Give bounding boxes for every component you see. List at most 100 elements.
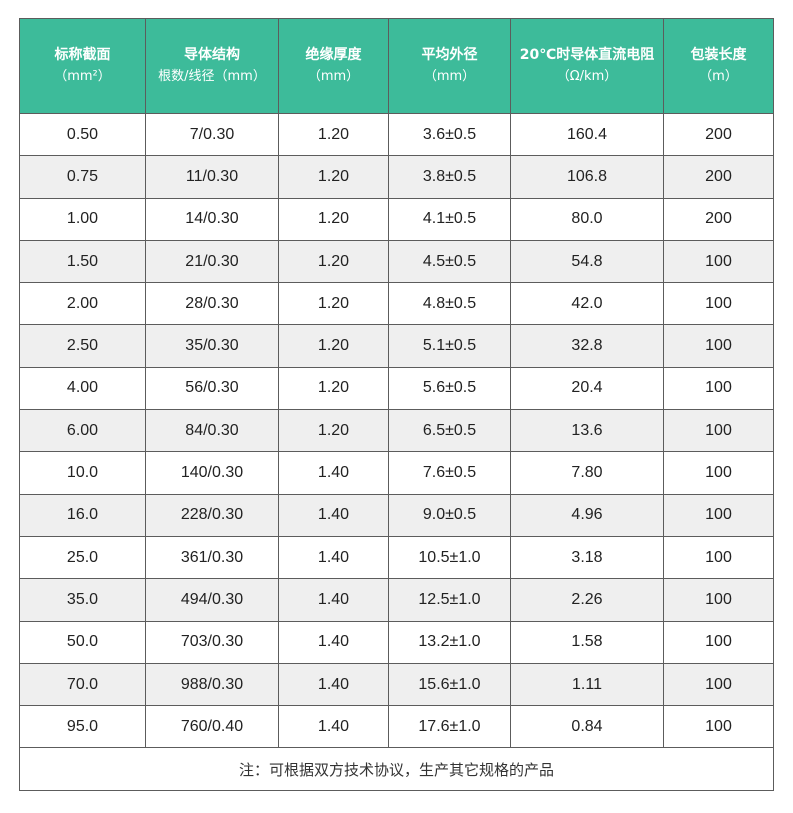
dc-resistance-cell: 13.6 [510,409,664,453]
nominal-section-cell: 6.00 [19,409,146,453]
insulation-thickness-cell: 1.20 [278,324,389,368]
package-length-cell: 100 [663,662,774,707]
nominal-section-cell: 10.0 [19,451,146,495]
dc-resistance-cell: 32.8 [510,324,664,368]
average-diameter-cell: 4.8±0.5 [388,282,511,326]
header-insulation-thickness: 绝缘厚度 （mm） [278,18,389,114]
conductor-structure-cell: 988/0.30 [145,662,279,707]
header-row: 标称截面 （mm²） 导体结构 根数/线径（mm） 绝缘厚度 （mm） 平均外径 （mm… [19,18,774,114]
average-diameter-cell: 3.8±0.5 [388,155,511,199]
average-diameter-cell: 5.1±0.5 [388,324,511,368]
header-label: 平均外径 [421,47,478,63]
package-length-cell: 100 [663,493,774,537]
conductor-structure-cell: 11/0.30 [145,155,279,199]
average-diameter-cell: 5.6±0.5 [388,366,511,411]
conductor-structure-cell: 14/0.30 [145,197,279,241]
conductor-structure-cell: 35/0.30 [145,324,279,368]
header-unit: （Ω/km） [556,69,618,84]
insulation-thickness-cell: 1.40 [278,451,389,495]
dc-resistance-cell: 1.11 [510,662,664,707]
dc-resistance-cell: 3.18 [510,535,664,580]
package-length-cell: 100 [663,620,774,664]
insulation-thickness-cell: 1.40 [278,620,389,664]
package-length-cell: 200 [663,197,774,241]
nominal-section-cell: 70.0 [19,662,146,707]
insulation-thickness-cell: 1.20 [278,197,389,241]
nominal-section-cell: 0.50 [19,112,146,157]
header-label: 包装长度 [690,47,747,63]
average-diameter-cell: 4.5±0.5 [388,239,511,284]
package-length-cell: 200 [663,112,774,157]
conductor-structure-cell: 28/0.30 [145,282,279,326]
insulation-thickness-cell: 1.20 [278,282,389,326]
header-unit: （m） [699,69,738,84]
conductor-structure-cell: 21/0.30 [145,239,279,284]
conductor-structure-cell: 228/0.30 [145,493,279,537]
header-unit: （mm） [423,69,476,84]
note-row: 注：可根据双方技术协议，生产其它规格的产品 [19,747,774,792]
conductor-structure-cell: 84/0.30 [145,409,279,453]
table-row: 16.0 228/0.30 1.40 9.0±0.5 4.96 100 [19,493,774,537]
package-length-cell: 100 [663,578,774,622]
average-diameter-cell: 4.1±0.5 [388,197,511,241]
nominal-section-cell: 4.00 [19,366,146,411]
table-row: 0.50 7/0.30 1.20 3.6±0.5 160.4 200 [19,112,774,157]
package-length-cell: 100 [663,239,774,284]
nominal-section-cell: 2.00 [19,282,146,326]
table-row: 6.00 84/0.30 1.20 6.5±0.5 13.6 100 [19,409,774,453]
insulation-thickness-cell: 1.40 [278,705,389,749]
package-length-cell: 100 [663,324,774,368]
nominal-section-cell: 1.00 [19,197,146,241]
table-row: 4.00 56/0.30 1.20 5.6±0.5 20.4 100 [19,366,774,411]
conductor-structure-cell: 7/0.30 [145,112,279,157]
average-diameter-cell: 17.6±1.0 [388,705,511,749]
average-diameter-cell: 12.5±1.0 [388,578,511,622]
header-unit: （mm²） [54,69,111,84]
dc-resistance-cell: 54.8 [510,239,664,284]
nominal-section-cell: 35.0 [19,578,146,622]
nominal-section-cell: 95.0 [19,705,146,749]
package-length-cell: 100 [663,409,774,453]
table-row: 35.0 494/0.30 1.40 12.5±1.0 2.26 100 [19,578,774,622]
insulation-thickness-cell: 1.40 [278,662,389,707]
package-length-cell: 100 [663,451,774,495]
table-body: 0.50 7/0.30 1.20 3.6±0.5 160.4 200 0.75 11/0.30… [19,112,774,749]
package-length-cell: 100 [663,535,774,580]
table-row: 1.50 21/0.30 1.20 4.5±0.5 54.8 100 [19,239,774,284]
header-nominal-section: 标称截面 （mm²） [19,18,146,114]
header-label: 绝缘厚度 [305,47,362,63]
header-package-length: 包装长度 （m） [663,18,774,114]
dc-resistance-cell: 80.0 [510,197,664,241]
conductor-structure-cell: 760/0.40 [145,705,279,749]
dc-resistance-cell: 20.4 [510,366,664,411]
average-diameter-cell: 3.6±0.5 [388,112,511,157]
dc-resistance-cell: 0.84 [510,705,664,749]
nominal-section-cell: 0.75 [19,155,146,199]
dc-resistance-cell: 4.96 [510,493,664,537]
nominal-section-cell: 25.0 [19,535,146,580]
package-length-cell: 100 [663,366,774,411]
table-row: 1.00 14/0.30 1.20 4.1±0.5 80.0 200 [19,197,774,241]
header-dc-resistance: 20℃时导体直流电阻 （Ω/km） [510,18,664,114]
table-row: 10.0 140/0.30 1.40 7.6±0.5 7.80 100 [19,451,774,495]
average-diameter-cell: 13.2±1.0 [388,620,511,664]
average-diameter-cell: 10.5±1.0 [388,535,511,580]
conductor-structure-cell: 56/0.30 [145,366,279,411]
table-row: 0.75 11/0.30 1.20 3.8±0.5 106.8 200 [19,155,774,199]
insulation-thickness-cell: 1.20 [278,239,389,284]
insulation-thickness-cell: 1.20 [278,155,389,199]
insulation-thickness-cell: 1.40 [278,493,389,537]
insulation-thickness-cell: 1.40 [278,535,389,580]
header-average-diameter: 平均外径 （mm） [388,18,511,114]
table-row: 2.50 35/0.30 1.20 5.1±0.5 32.8 100 [19,324,774,368]
package-length-cell: 200 [663,155,774,199]
nominal-section-cell: 16.0 [19,493,146,537]
dc-resistance-cell: 1.58 [510,620,664,664]
conductor-structure-cell: 361/0.30 [145,535,279,580]
average-diameter-cell: 7.6±0.5 [388,451,511,495]
dc-resistance-cell: 106.8 [510,155,664,199]
package-length-cell: 100 [663,705,774,749]
conductor-structure-cell: 494/0.30 [145,578,279,622]
conductor-structure-cell: 140/0.30 [145,451,279,495]
nominal-section-cell: 1.50 [19,239,146,284]
